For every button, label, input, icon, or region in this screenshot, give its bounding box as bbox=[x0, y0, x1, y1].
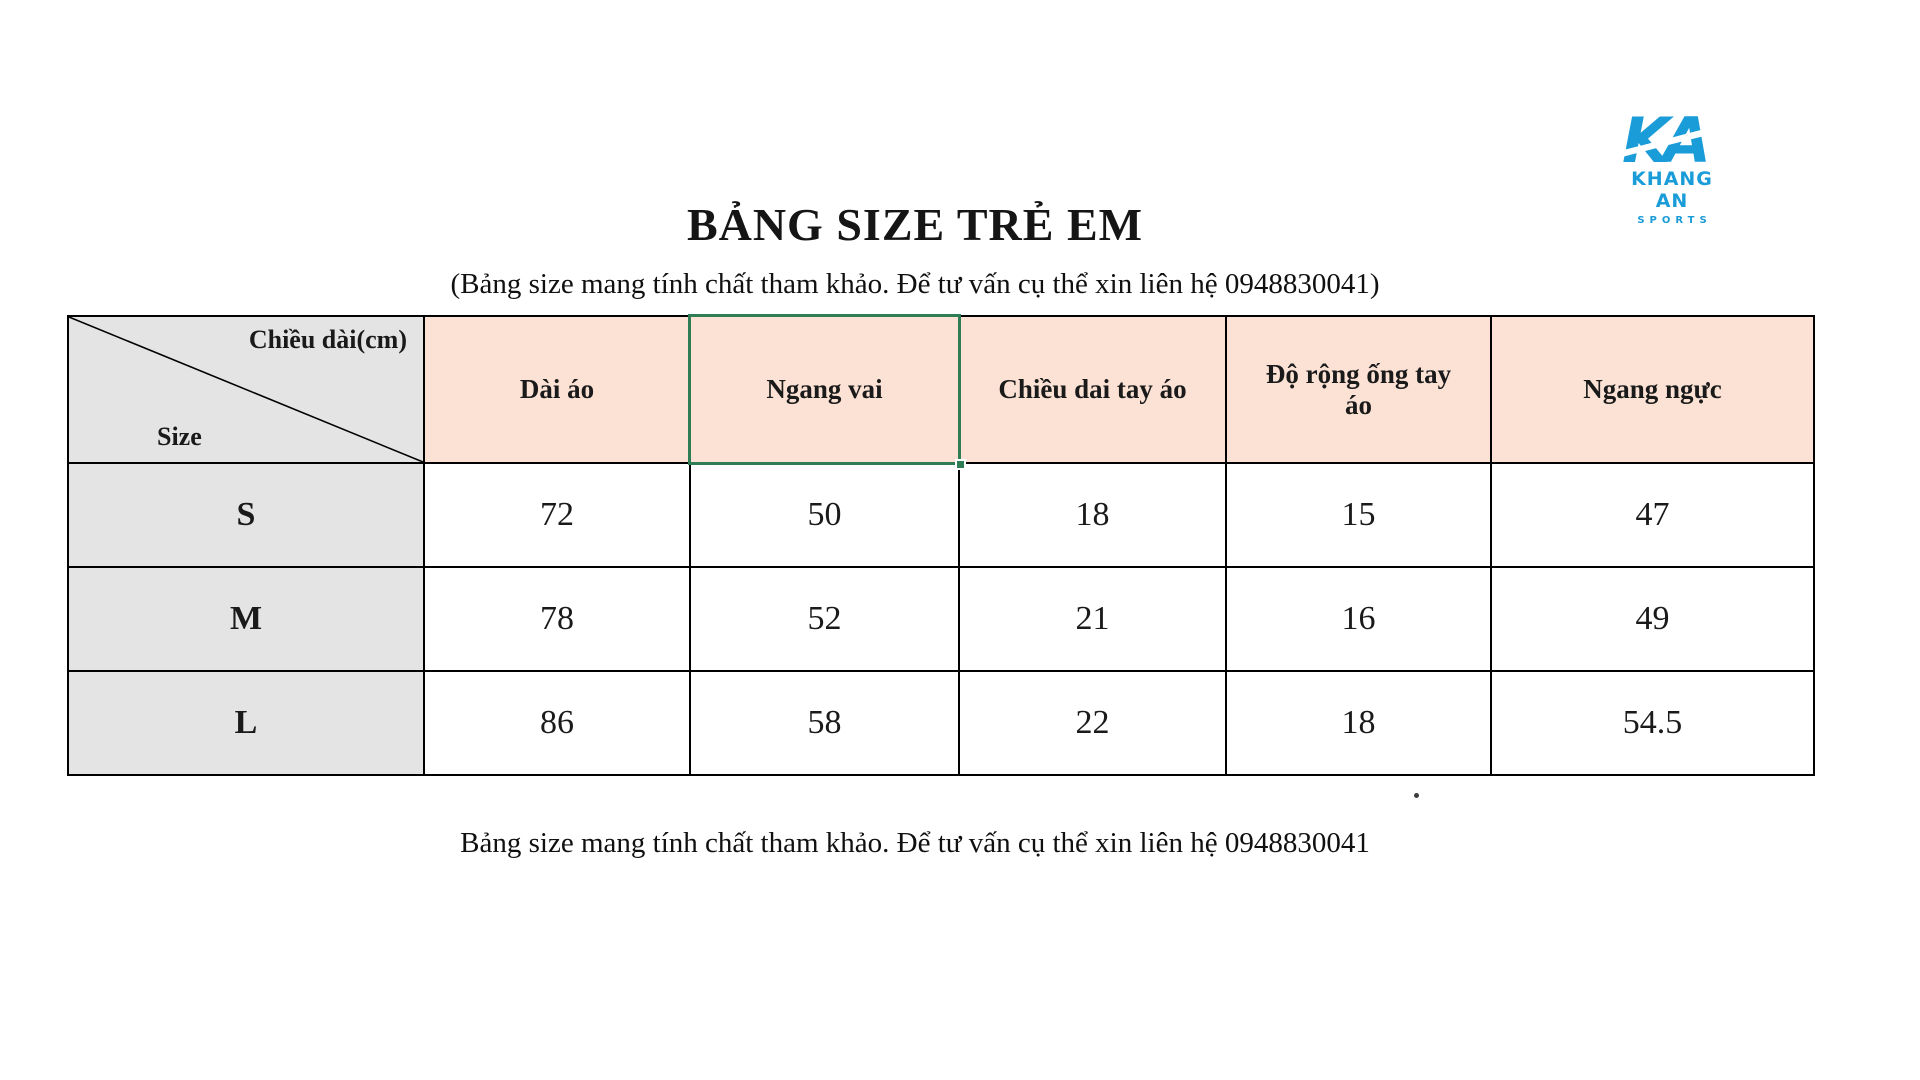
cell-m-ngang-vai[interactable]: 52 bbox=[689, 566, 960, 672]
ka-monogram-icon: KA bbox=[1620, 108, 1724, 170]
cell-s-dai-ao[interactable]: 72 bbox=[423, 462, 691, 568]
brand-tagline: SPORTS bbox=[1637, 215, 1712, 226]
page-subtitle: (Bảng size mang tính chất tham khảo. Để … bbox=[450, 268, 1380, 300]
cell-l-do-rong-ong-tay-ao[interactable]: 18 bbox=[1225, 670, 1492, 776]
cell-s-ngang-vai[interactable]: 50 bbox=[689, 462, 960, 568]
stray-dot bbox=[1414, 793, 1419, 798]
size-table: Chiều dài(cm) Size Dài áo Ngang vai Chiề… bbox=[67, 314, 1815, 776]
cell-m-ngang-nguc[interactable]: 49 bbox=[1490, 566, 1815, 672]
cell-l-ngang-vai[interactable]: 58 bbox=[689, 670, 960, 776]
table-header-row: Chiều dài(cm) Size Dài áo Ngang vai Chiề… bbox=[67, 314, 1815, 470]
size-label-l[interactable]: L bbox=[67, 670, 425, 776]
corner-header-cell[interactable]: Chiều dài(cm) Size bbox=[67, 315, 425, 464]
table-row-size-s: S 72 50 18 15 47 bbox=[67, 462, 1815, 568]
page-title: BẢNG SIZE TRẺ EM bbox=[686, 199, 1144, 250]
size-label-m[interactable]: M bbox=[67, 566, 425, 672]
cell-l-chieu-dai-tay-ao[interactable]: 22 bbox=[958, 670, 1227, 776]
footer-note: Bảng size mang tính chất tham khảo. Để t… bbox=[460, 827, 1370, 859]
brand-logo: KA KHANG AN SPORTS bbox=[1612, 108, 1732, 226]
cell-s-ngang-nguc[interactable]: 47 bbox=[1490, 462, 1815, 568]
brand-name: KHANG AN bbox=[1631, 168, 1713, 212]
size-label-s[interactable]: S bbox=[67, 462, 425, 568]
swoosh-shape bbox=[1620, 124, 1724, 158]
column-header-ngang-nguc[interactable]: Ngang ngực bbox=[1490, 315, 1815, 464]
table-row-size-m: M 78 52 21 16 49 bbox=[67, 566, 1815, 672]
ka-monogram-text: KA bbox=[1622, 108, 1706, 170]
column-header-chieu-dai-tay-ao[interactable]: Chiều dai tay áo bbox=[958, 315, 1227, 464]
cell-l-dai-ao[interactable]: 86 bbox=[423, 670, 691, 776]
cell-s-chieu-dai-tay-ao[interactable]: 18 bbox=[958, 462, 1227, 568]
table-row-size-l: L 86 58 22 18 54.5 bbox=[67, 670, 1815, 776]
corner-size-label: Size bbox=[157, 422, 202, 451]
column-header-do-rong-ong-tay-ao[interactable]: Độ rộng ống tay áo bbox=[1225, 315, 1492, 464]
column-header-ngang-vai[interactable]: Ngang vai bbox=[688, 314, 966, 470]
cell-m-do-rong-ong-tay-ao[interactable]: 16 bbox=[1225, 566, 1492, 672]
column-header-ngang-vai-label: Ngang vai bbox=[766, 374, 883, 404]
cell-s-do-rong-ong-tay-ao[interactable]: 15 bbox=[1225, 462, 1492, 568]
cell-m-chieu-dai-tay-ao[interactable]: 21 bbox=[958, 566, 1227, 672]
diagonal-divider bbox=[69, 317, 423, 462]
cell-l-ngang-nguc[interactable]: 54.5 bbox=[1490, 670, 1815, 776]
cell-m-dai-ao[interactable]: 78 bbox=[423, 566, 691, 672]
corner-measure-label: Chiều dài(cm) bbox=[248, 325, 407, 354]
column-header-dai-ao[interactable]: Dài áo bbox=[423, 315, 691, 464]
